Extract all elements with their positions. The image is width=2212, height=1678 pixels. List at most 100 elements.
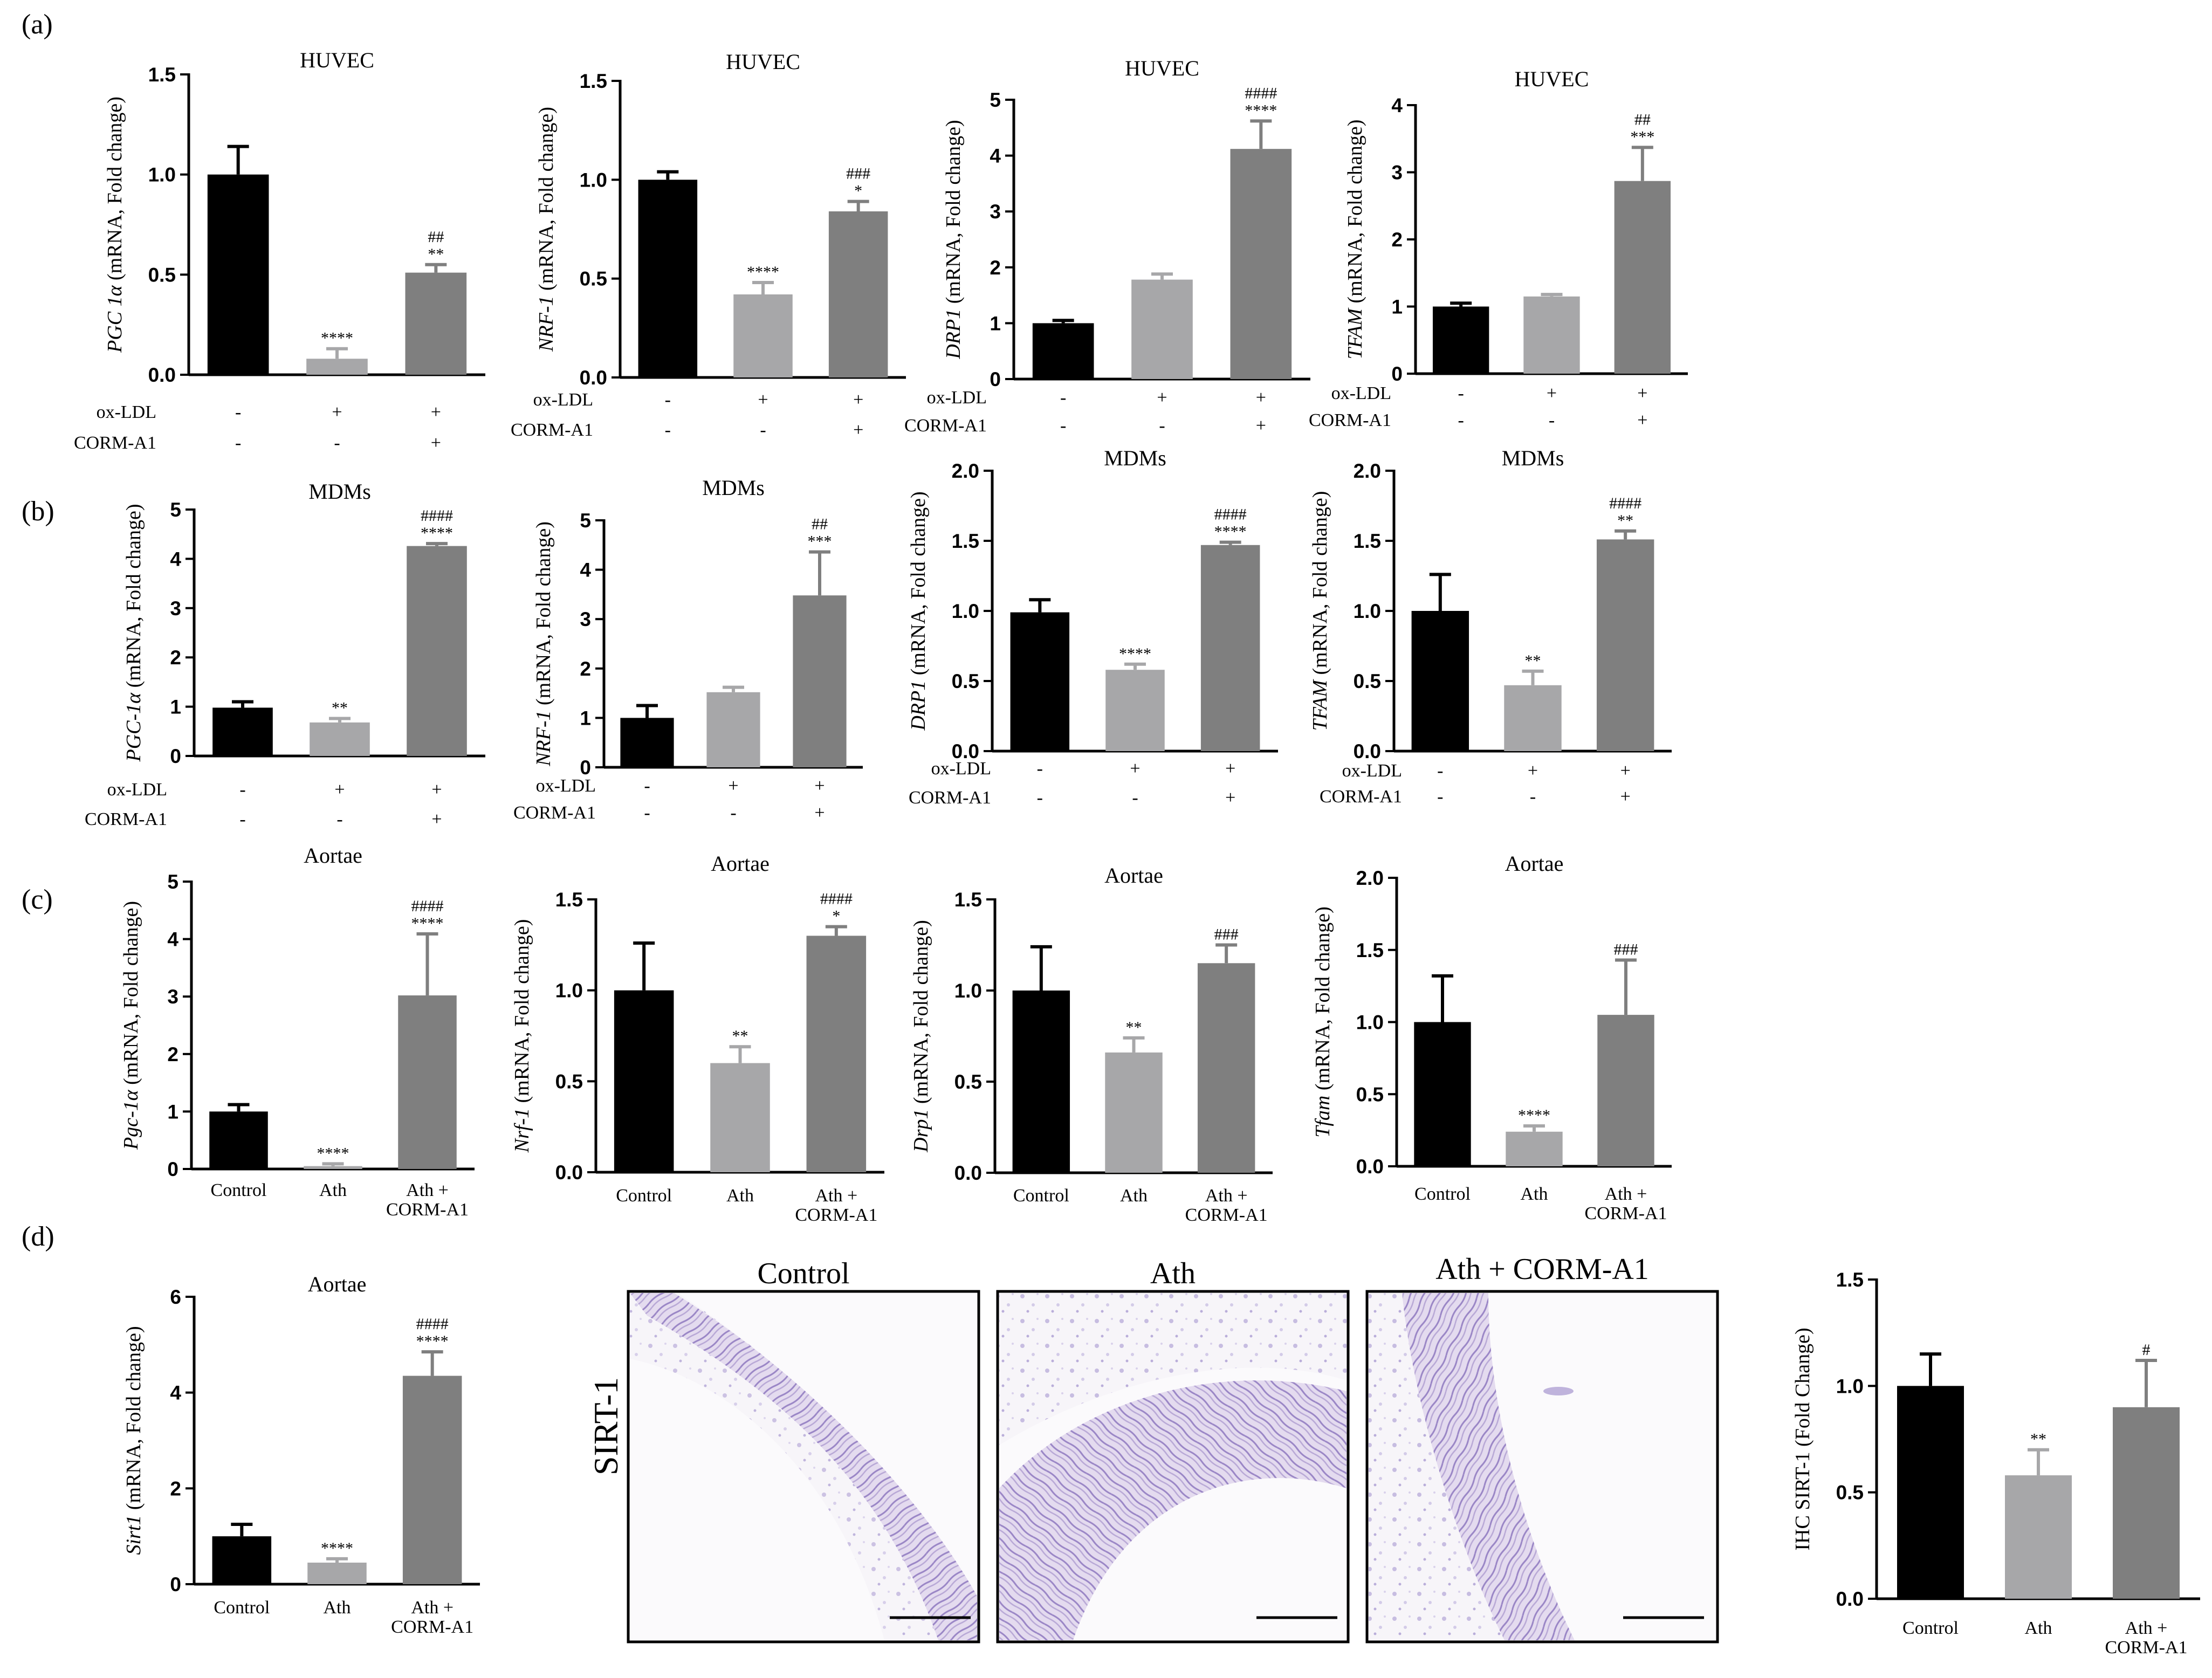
y-axis-label-gene: Pgc-1α	[120, 1089, 142, 1150]
category-label-line: Ath	[324, 1598, 351, 1618]
y-tick-label: 1	[167, 1101, 178, 1123]
chart-title: Aortae	[304, 843, 362, 868]
treatment-sign: -	[644, 803, 650, 823]
significance-marker: ####	[1214, 506, 1247, 524]
histology-row-label: SIRT-1	[587, 1377, 625, 1475]
treatment-sign: -	[235, 433, 241, 453]
y-tick-label: 2.0	[1356, 867, 1384, 889]
bar-ath	[1504, 685, 1562, 751]
bar-ath	[733, 294, 793, 377]
significance-marker: ****	[1119, 645, 1151, 663]
bar-ath	[1506, 1131, 1563, 1166]
y-tick-label: 0.5	[555, 1070, 583, 1092]
y-tick-label: 0	[1391, 363, 1403, 385]
category-label-line: Ath +	[1605, 1184, 1647, 1204]
treatment-row-label: CORM-A1	[513, 803, 596, 823]
y-tick-label: 0.0	[1354, 740, 1381, 762]
y-axis-label-gene: DRP1	[907, 680, 930, 731]
bar-control	[1897, 1386, 1964, 1599]
category-label-line: CORM-A1	[386, 1200, 469, 1220]
treatment-sign: +	[431, 780, 442, 800]
category-label: Ath	[2025, 1618, 2052, 1638]
label-a: (a)	[22, 9, 53, 40]
significance-marker: ****	[321, 329, 353, 347]
category-label: Control	[214, 1598, 270, 1618]
y-tick-label: 2.0	[952, 460, 979, 482]
y-tick-label: 2	[1391, 229, 1403, 251]
significance-marker: ****	[421, 524, 453, 542]
chart-title: Aortae	[308, 1272, 367, 1296]
category-label: Ath + CORM-A1	[1185, 1186, 1268, 1225]
significance-marker: **	[428, 245, 444, 263]
treatment-row-label: ox-LDL	[107, 780, 167, 800]
y-tick-label: 0	[580, 757, 591, 779]
chart-a4-huvec-tfam: HUVEC 0 1 2 3 4 TFAM (mRNA, Fold change) ***## o…	[1309, 67, 1688, 430]
y-axis-label: DRP1 (mRNA, Fold change)	[942, 120, 965, 359]
significance-marker: ###	[1214, 926, 1239, 944]
y-tick-label: 0.5	[952, 670, 979, 692]
significance-marker: **	[332, 699, 348, 717]
significance-marker: ***	[808, 533, 832, 551]
category-label-line: Ath +	[406, 1180, 449, 1200]
histology-image-control	[627, 1290, 980, 1643]
category-label: Ath + CORM-A1	[2105, 1618, 2187, 1658]
y-tick-label: 2	[170, 647, 181, 669]
y-tick-label: 1.0	[952, 600, 979, 622]
treatment-sign: -	[760, 420, 766, 440]
y-tick-label: 1.0	[1356, 1012, 1384, 1034]
significance-marker: ##	[428, 228, 444, 246]
bar-control	[212, 1536, 272, 1584]
y-axis-label-unit: (mRNA, Fold change)	[122, 504, 145, 693]
treatment-sign: -	[1060, 416, 1066, 436]
chart-title: MDMs	[702, 476, 765, 500]
y-axis-label-unit: (mRNA, Fold change)	[1344, 120, 1366, 308]
bar-ath	[706, 692, 760, 767]
treatment-sign: +	[431, 809, 442, 829]
chart-title: Aortae	[1505, 851, 1564, 876]
chart-b4-mdms-tfam: MDMs 0.0 0.5 1.0 1.5 2.0 TFAM (mRNA, Fold chan…	[1309, 446, 1672, 807]
y-tick-label: 0.5	[1836, 1482, 1864, 1504]
significance-marker: ####	[421, 507, 453, 525]
y-axis-label-gene: TFAM	[1309, 679, 1331, 731]
y-axis-label-gene: NRF-1	[532, 710, 555, 766]
significance-marker: #	[2142, 1341, 2151, 1359]
treatment-sign: -	[1458, 410, 1464, 430]
category-label: Ath + CORM-A1	[391, 1598, 473, 1637]
y-tick-label: 1.5	[1356, 939, 1384, 961]
treatment-sign: -	[235, 402, 241, 422]
y-tick-label: 5	[580, 510, 591, 532]
bar-control	[1012, 991, 1070, 1173]
treatment-sign: -	[1530, 787, 1536, 807]
treatment-row-label: ox-LDL	[1342, 761, 1402, 781]
y-tick-label: 1.5	[954, 889, 982, 911]
y-tick-label: 4	[170, 1382, 181, 1404]
significance-marker: ****	[317, 1144, 349, 1162]
significance-marker: ####	[416, 1315, 449, 1333]
treatment-sign: -	[1549, 410, 1555, 430]
y-axis-label: Nrf-1 (mRNA, Fold change)	[511, 919, 533, 1153]
significance-marker: **	[1126, 1019, 1142, 1036]
bar-ath	[304, 1166, 362, 1169]
bar-corm	[1197, 963, 1255, 1173]
y-tick-label: 0.5	[954, 1071, 982, 1093]
treatment-sign: +	[1130, 759, 1140, 779]
histology-image-ath-corm	[1365, 1290, 1719, 1643]
histology-panel-group: SIRT-1 Control Ath Ath + CORM-A1	[587, 1253, 1719, 1643]
treatment-row-label: CORM-A1	[74, 433, 156, 453]
y-tick-label: 3	[167, 986, 178, 1008]
chart-title: Aortae	[711, 851, 770, 876]
bar-control	[1432, 306, 1489, 374]
treatment-sign: -	[336, 809, 342, 829]
category-label-line: Control	[616, 1186, 672, 1206]
category-label-line: Ath +	[411, 1598, 454, 1618]
category-label-line: CORM-A1	[2105, 1638, 2187, 1658]
y-tick-label: 4	[170, 548, 181, 570]
treatment-sign: -	[239, 809, 245, 829]
y-axis-label-unit: IHC SIRT-1 (Fold Change)	[1791, 1328, 1814, 1550]
y-axis-label-gene: PGC 1α	[104, 285, 126, 353]
treatment-sign: +	[1528, 761, 1538, 781]
y-axis-label: Sirt1 (mRNA, Fold change)	[122, 1326, 145, 1555]
category-label-line: CORM-A1	[795, 1205, 877, 1225]
category-label: Control	[1414, 1184, 1471, 1204]
